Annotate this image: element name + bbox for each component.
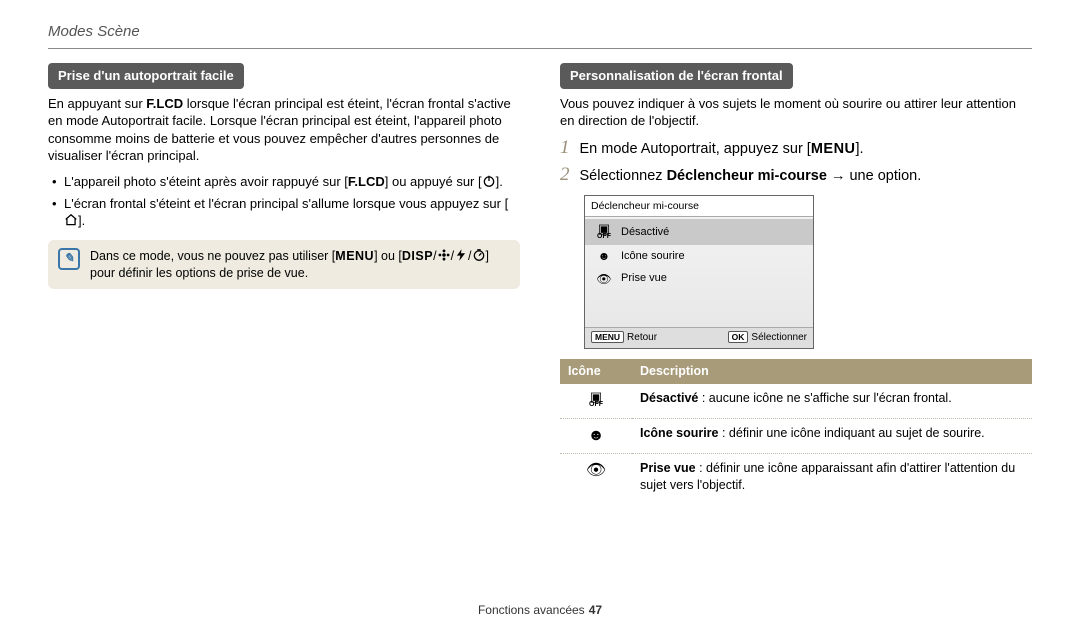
camera-menu-preview: Déclencheur mi-course ▣OFF Désactivé ☻ I…: [584, 195, 814, 349]
th-icon: Icône: [560, 359, 632, 384]
left-column: Prise d'un autoportrait facile En appuya…: [48, 63, 520, 499]
left-intro: En appuyant sur F.LCD lorsque l'écran pr…: [48, 95, 520, 165]
step-1-number: 1: [560, 138, 570, 160]
note-box: ✎ Dans ce mode, vous ne pouvez pas utili…: [48, 240, 520, 290]
page-footer: Fonctions avancées47: [0, 602, 1080, 618]
right-heading-pill: Personnalisation de l'écran frontal: [560, 63, 793, 89]
timer-icon: [472, 248, 486, 262]
left-bullet-2: L'écran frontal s'éteint et l'écran prin…: [52, 195, 520, 230]
left-bullet-1: L'appareil photo s'éteint après avoir ra…: [52, 173, 520, 191]
page-section-title: Modes Scène: [48, 22, 1032, 42]
lcd-footer-ok-btn: OK: [728, 331, 749, 343]
eye-icon: 👁: [560, 453, 632, 499]
right-column: Personnalisation de l'écran frontal Vous…: [560, 63, 1032, 499]
flash-icon: [454, 248, 468, 262]
smile-icon: ☻: [560, 419, 632, 454]
lcd-option-off: ▣OFF Désactivé: [585, 219, 813, 245]
step-1: 1 En mode Autoportrait, appuyez sur [MEN…: [560, 138, 1032, 160]
table-row: ☻ Icône sourire : définir une icône indi…: [560, 419, 1032, 454]
lcd-option-look: 👁 Prise vue: [585, 268, 813, 290]
home-icon: [64, 213, 78, 227]
step-2: 2 Sélectionnez Déclencheur mi-course → u…: [560, 165, 1032, 187]
table-row: ▣OFF Désactivé : aucune icône ne s'affic…: [560, 384, 1032, 419]
note-icon: ✎: [58, 248, 80, 270]
th-desc: Description: [632, 359, 1032, 384]
lcd-option-smile: ☻ Icône sourire: [585, 245, 813, 267]
table-row: 👁 Prise vue : définir une icône apparais…: [560, 453, 1032, 499]
right-intro: Vous pouvez indiquer à vos sujets le mom…: [560, 95, 1032, 130]
flower-icon: [437, 248, 451, 262]
divider: [48, 48, 1032, 49]
note-text: Dans ce mode, vous ne pouvez pas utilise…: [90, 248, 510, 282]
lcd-title: Déclencheur mi-course: [585, 196, 813, 217]
lcd-footer-menu-btn: MENU: [591, 331, 624, 343]
left-heading-pill: Prise d'un autoportrait facile: [48, 63, 244, 89]
step-2-number: 2: [560, 165, 570, 187]
off-icon: ▣OFF: [560, 384, 632, 419]
power-icon: [482, 174, 496, 188]
icon-description-table: Icône Description ▣OFF Désactivé : aucun…: [560, 359, 1032, 500]
